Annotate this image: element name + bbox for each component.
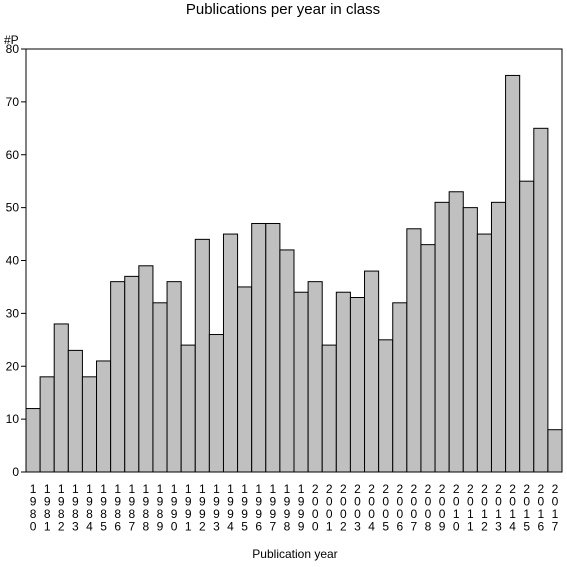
y-tick-label: 10 (6, 412, 20, 426)
bar-1994 (222, 233, 239, 473)
bar-2015 (519, 180, 535, 473)
bar-1982 (53, 323, 69, 473)
bar-2008 (420, 244, 436, 473)
bar-1993 (208, 334, 224, 473)
bar-1999 (293, 291, 309, 473)
bar-2011 (462, 207, 478, 473)
y-tick-label: 70 (6, 95, 20, 109)
bar-2002 (335, 291, 351, 473)
y-axis-label: #P (4, 33, 19, 47)
bar-2005 (378, 339, 394, 473)
y-tick-label: 60 (6, 148, 20, 162)
bar-2009 (434, 201, 450, 473)
bar-1985 (96, 360, 112, 473)
bar-2003 (349, 297, 366, 473)
bar-2010 (448, 191, 464, 473)
y-tick-label: 40 (6, 254, 20, 268)
bar-2013 (490, 201, 507, 473)
x-axis-label: Publication year (252, 547, 337, 561)
y-axis: 0 10 20 30 40 50 60 70 80 (6, 42, 26, 479)
bar-1997 (265, 222, 281, 473)
y-tick-label: 30 (6, 306, 20, 320)
y-tick-label: 0 (12, 465, 19, 479)
chart-title: Publications per year in class (186, 1, 380, 18)
bar-1987 (124, 275, 140, 473)
x-axis: 1 9 8 0 1 9 8 1 1 9 8 2 1 9 8 3 1 9 8 4 1 9 8 5 1 9 8 6 1 9 8 7 1 9 8 8 1 9 8 9… (30, 482, 559, 534)
bar-1989 (152, 302, 168, 473)
bar-1984 (81, 376, 98, 473)
bar-1986 (110, 281, 126, 473)
bar-1991 (180, 344, 196, 473)
bar-1981 (39, 376, 55, 473)
y-tick-label: 20 (6, 359, 20, 373)
bar-1996 (251, 222, 267, 473)
bar-1992 (194, 238, 210, 473)
bar-2017 (547, 429, 563, 473)
bar-2014 (505, 74, 521, 473)
bar-2016 (533, 127, 549, 473)
bar-2007 (406, 228, 422, 473)
y-tick-label: 80 (6, 42, 20, 56)
bar-2004 (364, 270, 380, 473)
bars (25, 74, 563, 473)
bar-2001 (321, 344, 337, 473)
bar-2006 (392, 302, 408, 473)
y-tick-label: 50 (6, 201, 20, 215)
bar-1998 (279, 249, 295, 473)
bar-1988 (138, 265, 154, 473)
bar-1983 (67, 349, 83, 473)
bar-1995 (237, 286, 253, 473)
bar-2012 (476, 233, 492, 473)
bar-1990 (166, 281, 182, 473)
bar-2000 (307, 281, 323, 473)
bar-1980 (25, 408, 41, 473)
